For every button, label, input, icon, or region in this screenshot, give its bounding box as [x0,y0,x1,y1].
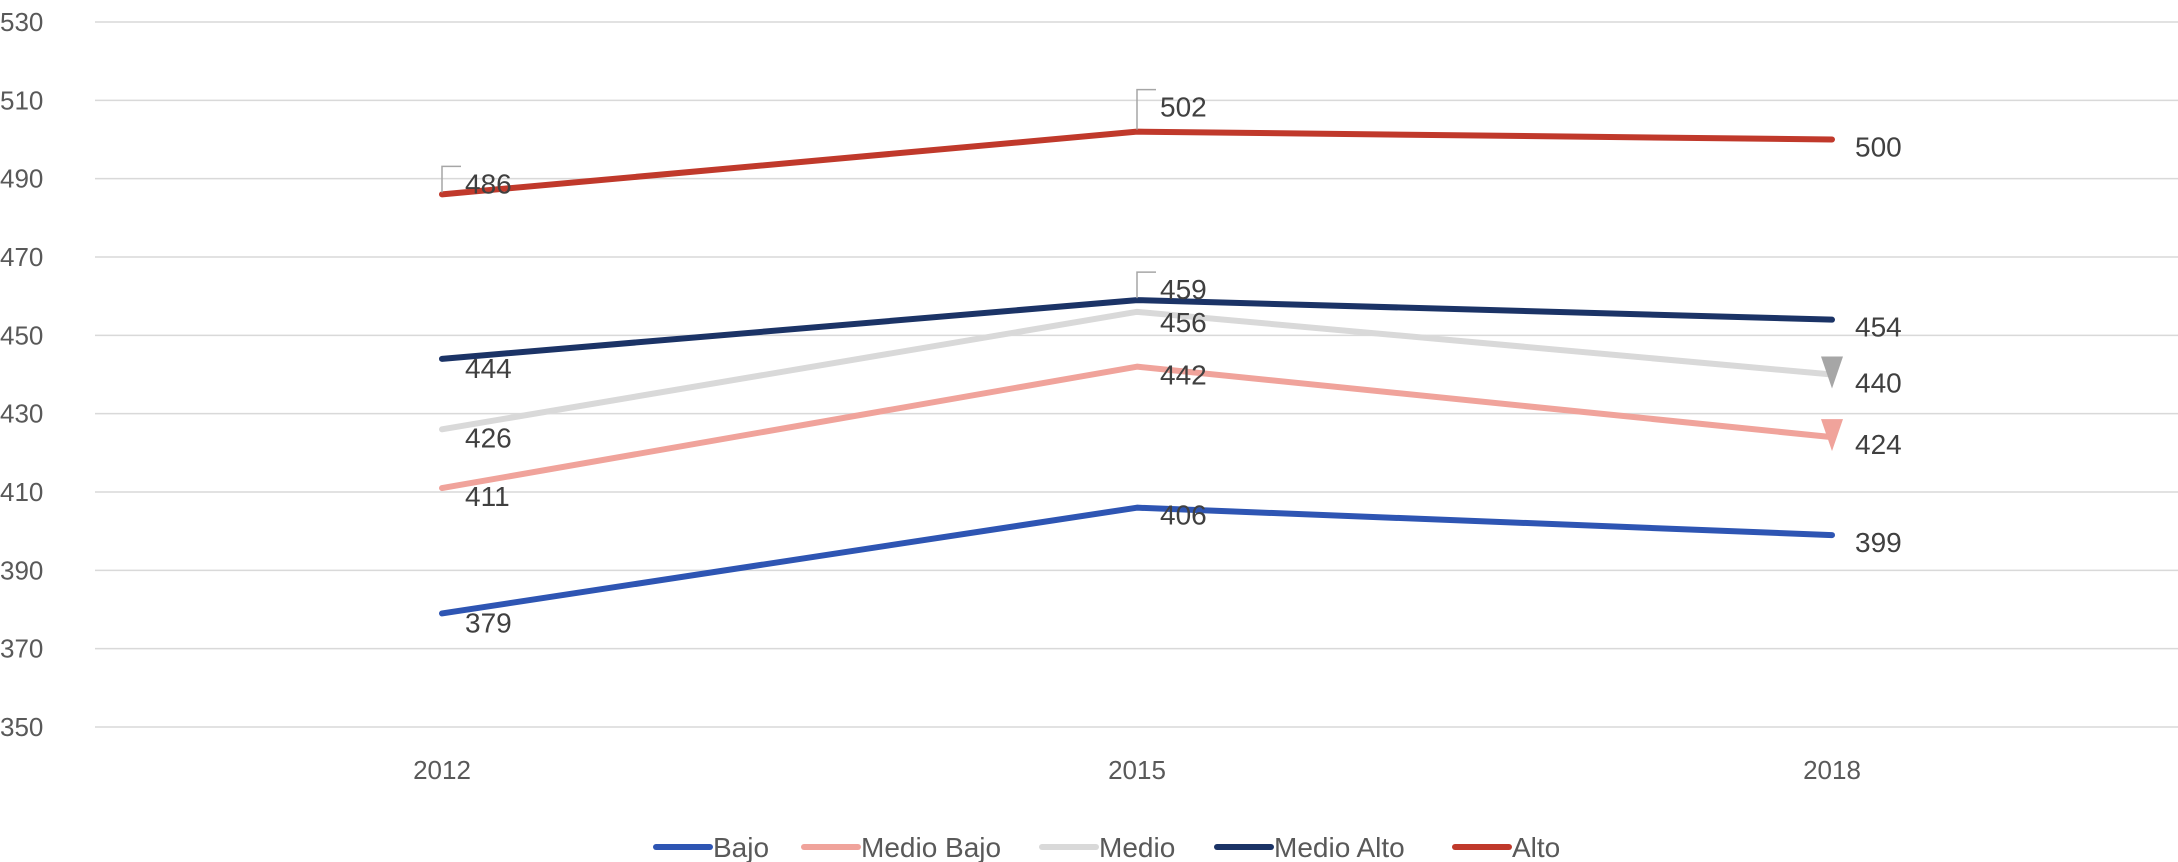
series-line-bajo [439,504,1835,617]
data-label-alto: 502 [1160,92,1207,123]
x-tick-label: 2015 [1108,755,1166,785]
leader-line [441,165,461,193]
y-tick-label: 470 [0,242,43,272]
leader-line [1136,88,1156,130]
y-tick-label: 410 [0,477,43,507]
legend-label-medio-bajo: Medio Bajo [861,832,1001,862]
data-label-medio-bajo: 424 [1855,429,1902,460]
legend-label-medio: Medio [1099,832,1175,862]
legend: Bajo Medio Bajo Medio Medio Alto Alto [653,832,1560,862]
y-tick-label: 530 [0,7,43,37]
series-line-alto [439,128,1835,198]
legend-label-bajo: Bajo [713,832,769,862]
data-label-medio-bajo: 442 [1160,360,1207,391]
y-tick-label: 370 [0,634,43,664]
legend-label-medio-alto: Medio Alto [1274,832,1405,862]
series-line-medio [439,308,1835,433]
y-tick-label: 450 [0,320,43,350]
legend-label-alto: Alto [1512,832,1560,862]
data-label-bajo: 406 [1160,500,1207,531]
data-labels: 379 406 399 411 442 424 426 456 440 444 459 454 486 5… [441,88,1902,638]
data-label-medio-alto: 444 [465,353,512,384]
x-tick-label: 2018 [1803,755,1861,785]
y-tick-label: 350 [0,712,43,742]
data-label-alto: 486 [465,168,512,199]
data-label-medio-alto: 459 [1160,274,1207,305]
series-line-medio-bajo [439,363,1835,492]
x-tick-label: 2012 [413,755,471,785]
data-label-medio: 440 [1855,368,1902,399]
y-tick-label: 430 [0,399,43,429]
data-label-medio: 426 [465,422,512,453]
data-label-medio: 456 [1160,307,1207,338]
down-triangle-marker-medio [1821,356,1843,389]
series-layer [439,128,1843,617]
y-tick-label: 390 [0,555,43,585]
data-label-bajo: 379 [465,607,512,638]
data-label-medio-alto: 454 [1855,312,1902,343]
leader-line [1136,271,1156,299]
data-label-alto: 500 [1855,132,1902,163]
y-tick-label: 490 [0,164,43,194]
y-tick-label: 510 [0,85,43,115]
data-label-bajo: 399 [1855,527,1902,558]
y-axis-ticks: 350 370 390 410 430 450 470 490 510 530 [0,7,43,742]
x-axis-ticks: 2012 2015 2018 [413,755,1861,785]
down-triangle-marker-medio-bajo [1821,419,1843,452]
data-label-medio-bajo: 411 [465,481,510,512]
series-line-medio-alto [439,297,1835,362]
